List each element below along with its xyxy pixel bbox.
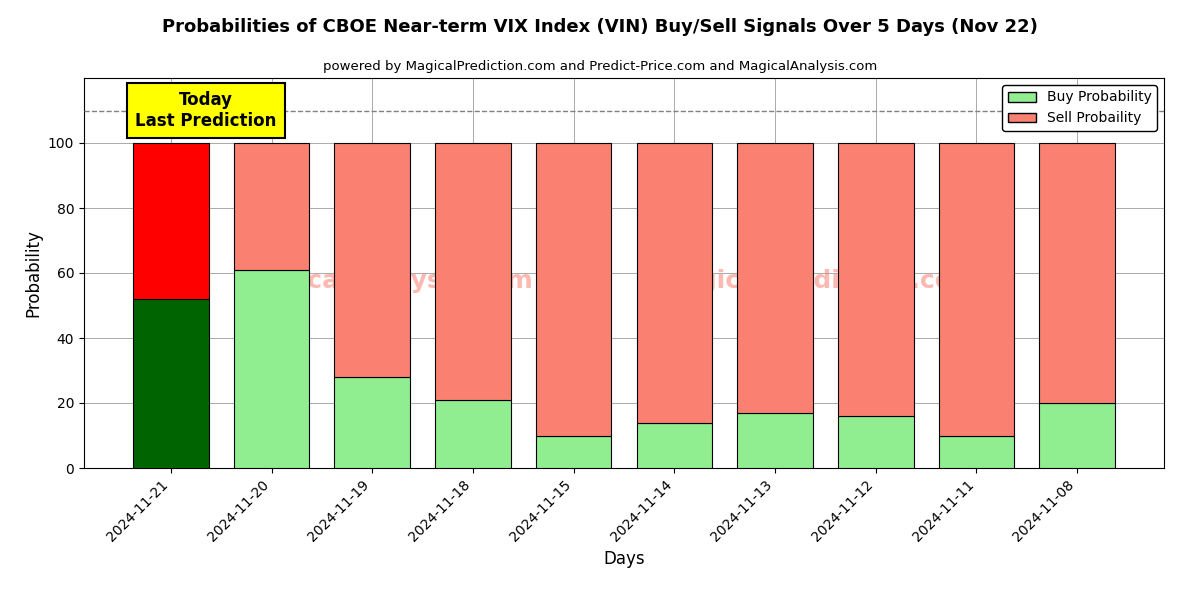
- Bar: [838, 143, 913, 416]
- Bar: [938, 436, 1014, 468]
- Bar: [133, 299, 209, 468]
- X-axis label: Days: Days: [604, 550, 644, 568]
- Bar: [536, 436, 612, 468]
- Bar: [636, 422, 712, 468]
- Bar: [1039, 403, 1115, 468]
- Y-axis label: Probability: Probability: [24, 229, 42, 317]
- Bar: [133, 143, 209, 299]
- Text: powered by MagicalPrediction.com and Predict-Price.com and MagicalAnalysis.com: powered by MagicalPrediction.com and Pre…: [323, 60, 877, 73]
- Text: Today
Last Prediction: Today Last Prediction: [136, 91, 277, 130]
- Bar: [536, 143, 612, 436]
- Legend: Buy Probability, Sell Probaility: Buy Probability, Sell Probaility: [1002, 85, 1157, 131]
- Bar: [234, 270, 310, 468]
- Bar: [234, 143, 310, 270]
- Text: MagicalAnalysis.com: MagicalAnalysis.com: [240, 269, 533, 293]
- Bar: [636, 143, 712, 422]
- Bar: [436, 143, 511, 400]
- Bar: [1039, 143, 1115, 403]
- Text: MagicalPrediction.com: MagicalPrediction.com: [658, 269, 979, 293]
- Bar: [335, 143, 410, 377]
- Text: Probabilities of CBOE Near-term VIX Index (VIN) Buy/Sell Signals Over 5 Days (No: Probabilities of CBOE Near-term VIX Inde…: [162, 18, 1038, 36]
- Bar: [838, 416, 913, 468]
- Bar: [737, 143, 812, 413]
- Bar: [737, 413, 812, 468]
- Bar: [938, 143, 1014, 436]
- Bar: [335, 377, 410, 468]
- Bar: [436, 400, 511, 468]
